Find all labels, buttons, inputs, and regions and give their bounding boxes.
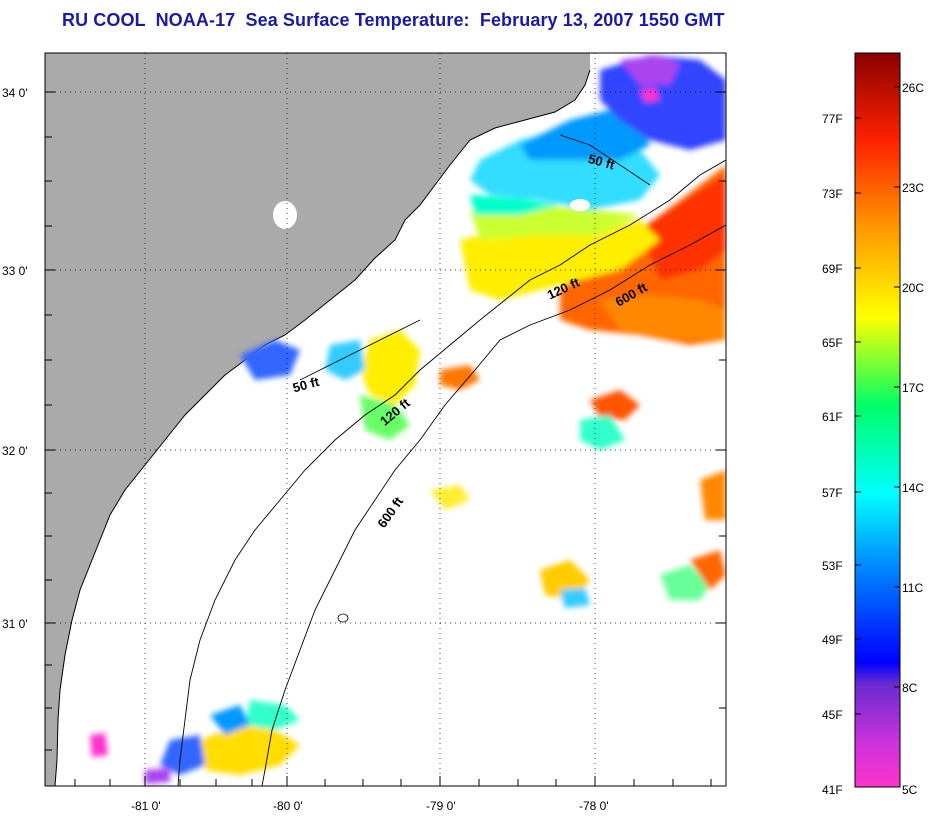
- colorbar: [854, 52, 901, 788]
- cb-c-14: 14C: [902, 481, 924, 495]
- cb-f-49: 49F: [822, 633, 843, 647]
- cb-f-57: 57F: [822, 486, 843, 500]
- lon-label-81: -81 0': [131, 799, 161, 813]
- cb-c-17: 17C: [902, 381, 924, 395]
- tick-marks: [45, 91, 726, 786]
- seamount-contour: [337, 613, 349, 623]
- cb-c-26: 26C: [902, 81, 924, 95]
- lat-label-32: 32 0': [2, 444, 28, 458]
- plot-frame: [44, 52, 727, 787]
- colorbar-f-labels: 77F 73F 69F 65F 61F 57F 53F 49F 45F 41F: [822, 112, 843, 797]
- isobath-120ft: [177, 159, 726, 786]
- lat-label-33: 33 0': [2, 264, 28, 278]
- lat-label-31: 31 0': [2, 617, 28, 631]
- lat-label-34: 34 0': [2, 86, 28, 100]
- lon-label-78: -78 0': [579, 799, 609, 813]
- lon-label-80: -80 0': [273, 799, 303, 813]
- cb-f-53: 53F: [822, 559, 843, 573]
- cloud-patch: [570, 199, 590, 211]
- sst-data: [90, 55, 726, 784]
- cb-f-69: 69F: [822, 262, 843, 276]
- cb-c-8: 8C: [902, 681, 918, 695]
- cb-c-5: 5C: [902, 783, 918, 797]
- cb-f-61: 61F: [822, 410, 843, 424]
- cb-f-77: 77F: [822, 112, 843, 126]
- cb-c-23: 23C: [902, 181, 924, 195]
- cb-c-11: 11C: [902, 581, 923, 595]
- cb-f-45: 45F: [822, 708, 843, 722]
- isobath-50ft: [299, 134, 651, 381]
- colorbar-ticks: [855, 86, 900, 715]
- contour-label-50ft-south: 50 ft: [291, 374, 321, 396]
- cb-f-73: 73F: [822, 187, 843, 201]
- cb-f-41: 41F: [822, 783, 843, 797]
- colorbar-c-labels: 26C 23C 20C 17C 14C 11C 8C 5C: [902, 81, 924, 797]
- land-mass: [45, 53, 590, 786]
- map-title: RU COOL NOAA-17 Sea Surface Temperature:…: [62, 10, 725, 30]
- lon-label-79: -79 0': [426, 799, 456, 813]
- isobath-600ft: [261, 224, 726, 786]
- contour-label-50ft-north: 50 ft: [587, 151, 617, 173]
- island-patch: [273, 201, 297, 229]
- graticule: [45, 53, 726, 786]
- cb-c-20: 20C: [902, 281, 924, 295]
- cb-f-65: 65F: [822, 336, 843, 350]
